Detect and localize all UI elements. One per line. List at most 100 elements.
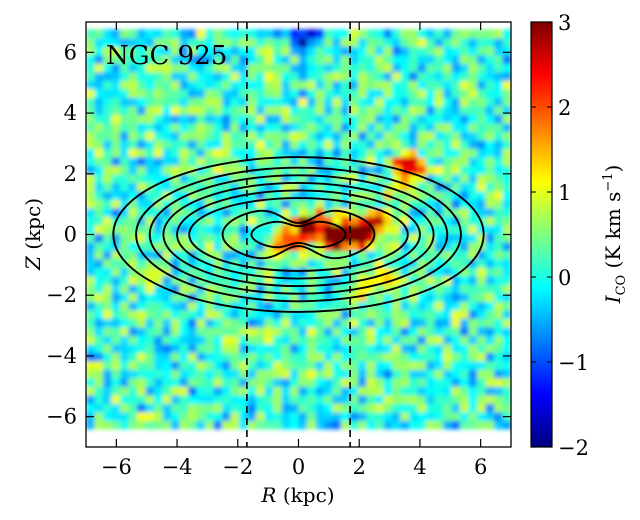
heatmap-cell [273, 403, 283, 413]
heatmap-cell [196, 148, 206, 158]
heatmap-cell [213, 71, 223, 81]
heatmap-cell [154, 335, 164, 345]
heatmap-cell [477, 131, 487, 141]
heatmap-cell [196, 275, 206, 285]
heatmap-cell [502, 88, 511, 98]
heatmap-cell [86, 139, 96, 149]
heatmap-cell [366, 377, 376, 387]
heatmap-cell [341, 386, 351, 396]
heatmap-cell [273, 318, 283, 328]
heatmap-cell [128, 403, 138, 413]
heatmap-cell [477, 97, 487, 107]
heatmap-cell [128, 394, 138, 404]
heatmap-cell [290, 114, 300, 124]
heatmap-cell [443, 326, 453, 336]
heatmap-cell [366, 63, 376, 73]
heatmap-cell [315, 267, 325, 277]
heatmap-cell [281, 360, 291, 370]
heatmap-cell [213, 403, 223, 413]
heatmap-cell [400, 369, 410, 379]
heatmap-cell [366, 54, 376, 64]
heatmap-cell [409, 105, 419, 115]
heatmap-cell [460, 88, 470, 98]
heatmap-cell [281, 309, 291, 319]
heatmap-cell [341, 403, 351, 413]
heatmap-cell [281, 403, 291, 413]
heatmap-cell [451, 318, 461, 328]
y-tick-label: 4 [64, 101, 77, 125]
heatmap-cell [307, 377, 317, 387]
heatmap-cell [120, 156, 130, 166]
heatmap-cell [239, 165, 249, 175]
heatmap-cell [468, 224, 478, 234]
heatmap-cell [137, 80, 147, 90]
heatmap-cell [307, 156, 317, 166]
heatmap-cell [154, 148, 164, 158]
heatmap-cell [332, 148, 342, 158]
heatmap-cell [298, 29, 308, 39]
x-tick-label: 2 [353, 455, 366, 479]
heatmap-cell [494, 139, 504, 149]
heatmap-cell [315, 335, 325, 345]
heatmap-cell [179, 148, 189, 158]
heatmap-cell [409, 71, 419, 81]
heatmap-cell [86, 207, 96, 217]
heatmap-cell [366, 148, 376, 158]
heatmap-cell [375, 122, 385, 132]
heatmap-cell [434, 216, 444, 226]
heatmap-cell [443, 165, 453, 175]
heatmap-cell [307, 258, 317, 268]
heatmap-cell [460, 122, 470, 132]
heatmap-cell [256, 207, 266, 217]
heatmap-cell [222, 37, 232, 47]
heatmap-cell [290, 369, 300, 379]
heatmap-cell [171, 343, 181, 353]
heatmap-cell [383, 284, 393, 294]
heatmap-cell [485, 199, 495, 209]
heatmap-cell [205, 165, 215, 175]
heatmap-cell [128, 46, 138, 56]
heatmap-cell [349, 114, 359, 124]
heatmap-cell [111, 190, 121, 200]
heatmap-cell [247, 224, 257, 234]
heatmap-cell [196, 411, 206, 421]
heatmap-cell [341, 394, 351, 404]
heatmap-cell [188, 241, 198, 251]
heatmap-cell [477, 267, 487, 277]
heatmap-cell [103, 360, 113, 370]
heatmap-cell [196, 37, 206, 47]
heatmap-cell [358, 369, 368, 379]
heatmap-cell [247, 46, 257, 56]
heatmap-cell [273, 352, 283, 362]
heatmap-cell [145, 63, 155, 73]
heatmap-cell [188, 343, 198, 353]
heatmap-cell [256, 411, 266, 421]
heatmap-cell [349, 46, 359, 56]
heatmap-cell [86, 131, 96, 141]
heatmap-cell [315, 284, 325, 294]
heatmap-cell [383, 292, 393, 302]
heatmap-cell [120, 131, 130, 141]
heatmap-cell [477, 394, 487, 404]
heatmap-cell [349, 139, 359, 149]
heatmap-cell [434, 241, 444, 251]
heatmap-cell [256, 377, 266, 387]
heatmap-cell [468, 267, 478, 277]
heatmap-cell [417, 46, 427, 56]
heatmap-cell [375, 190, 385, 200]
chart-title: NGC 925 [106, 41, 227, 71]
heatmap-cell [349, 369, 359, 379]
heatmap-cell [162, 343, 172, 353]
heatmap-cell [383, 156, 393, 166]
heatmap-cell [468, 394, 478, 404]
heatmap-cell [485, 139, 495, 149]
heatmap-cell [213, 199, 223, 209]
heatmap-cell [103, 224, 113, 234]
heatmap-cell [332, 343, 342, 353]
heatmap-cell [239, 37, 249, 47]
heatmap-cell [86, 46, 96, 56]
heatmap-cell [111, 29, 121, 39]
heatmap-cell [128, 216, 138, 226]
heatmap-cell [196, 420, 206, 430]
heatmap-cell [426, 207, 436, 217]
